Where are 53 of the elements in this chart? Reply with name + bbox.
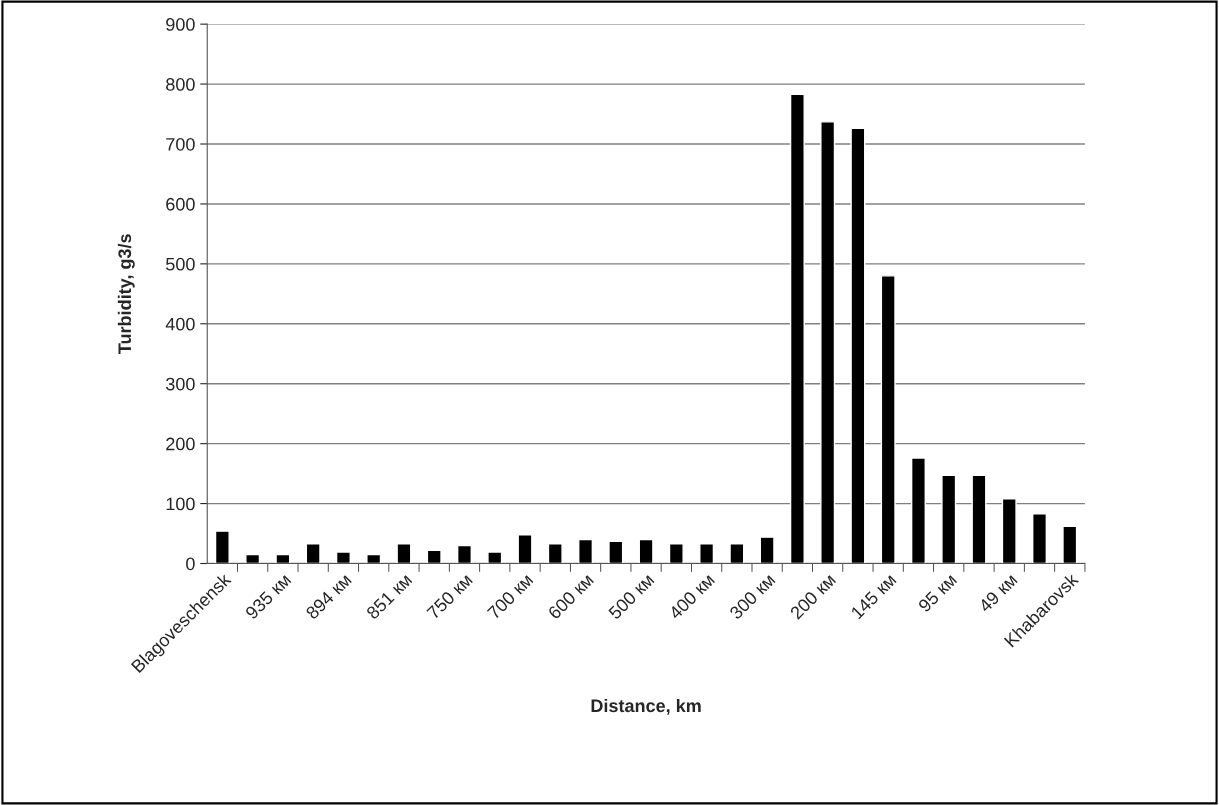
x-tick-label: 750 км bbox=[426, 573, 473, 620]
x-tick-label: 300 км bbox=[728, 573, 776, 620]
bar bbox=[638, 538, 654, 564]
bar bbox=[941, 474, 957, 564]
bar bbox=[547, 543, 563, 564]
x-tick-label: 935 км bbox=[244, 573, 292, 620]
y-axis-title: Turbidity, g3/s bbox=[117, 234, 135, 354]
x-tick-label: 200 км bbox=[789, 573, 837, 620]
bar bbox=[578, 538, 594, 564]
bar bbox=[910, 457, 926, 564]
bar bbox=[487, 551, 503, 564]
bar bbox=[366, 553, 382, 564]
x-tick-label: 95 км bbox=[917, 573, 958, 613]
bar bbox=[396, 543, 412, 564]
x-tick-label: 400 км bbox=[668, 573, 716, 621]
y-tick-label: 400 bbox=[165, 317, 195, 331]
y-tick-label: 200 bbox=[166, 437, 195, 451]
bar bbox=[1032, 513, 1048, 564]
bar bbox=[668, 543, 684, 564]
bar bbox=[608, 540, 624, 564]
x-tick-label: 145 км bbox=[850, 573, 897, 620]
bar bbox=[1001, 498, 1017, 564]
bar bbox=[245, 553, 261, 564]
y-tick-label: 700 bbox=[166, 137, 195, 151]
bar bbox=[426, 549, 442, 564]
bar bbox=[456, 544, 472, 564]
bar bbox=[335, 551, 351, 564]
x-tick-label: 500 км bbox=[607, 573, 655, 620]
bar bbox=[789, 93, 805, 564]
bar bbox=[275, 553, 291, 564]
bar bbox=[214, 530, 230, 564]
y-tick-label: 100 bbox=[166, 497, 195, 511]
bar bbox=[971, 474, 987, 564]
x-tick-label: 851 км bbox=[365, 573, 413, 620]
bar bbox=[729, 543, 745, 564]
bar bbox=[699, 543, 715, 564]
bar bbox=[1062, 525, 1078, 564]
bar bbox=[759, 536, 775, 564]
x-tick-label: 600 км bbox=[547, 573, 595, 620]
x-tick-label: 700 км bbox=[486, 573, 534, 620]
bar bbox=[850, 127, 866, 564]
x-tick-label: 894 км bbox=[305, 573, 352, 620]
bar bbox=[820, 121, 836, 564]
y-tick-label: 600 bbox=[166, 197, 195, 211]
y-tick-label: 0 bbox=[186, 557, 195, 571]
y-tick-label: 900 bbox=[166, 18, 195, 31]
y-tick-label: 800 bbox=[166, 78, 195, 91]
bar bbox=[880, 275, 896, 564]
bar bbox=[517, 534, 533, 564]
bar bbox=[305, 543, 321, 564]
y-tick-label: 500 bbox=[166, 257, 195, 271]
y-tick-label: 300 bbox=[165, 377, 195, 391]
x-axis-title: Distance, km bbox=[591, 698, 701, 715]
